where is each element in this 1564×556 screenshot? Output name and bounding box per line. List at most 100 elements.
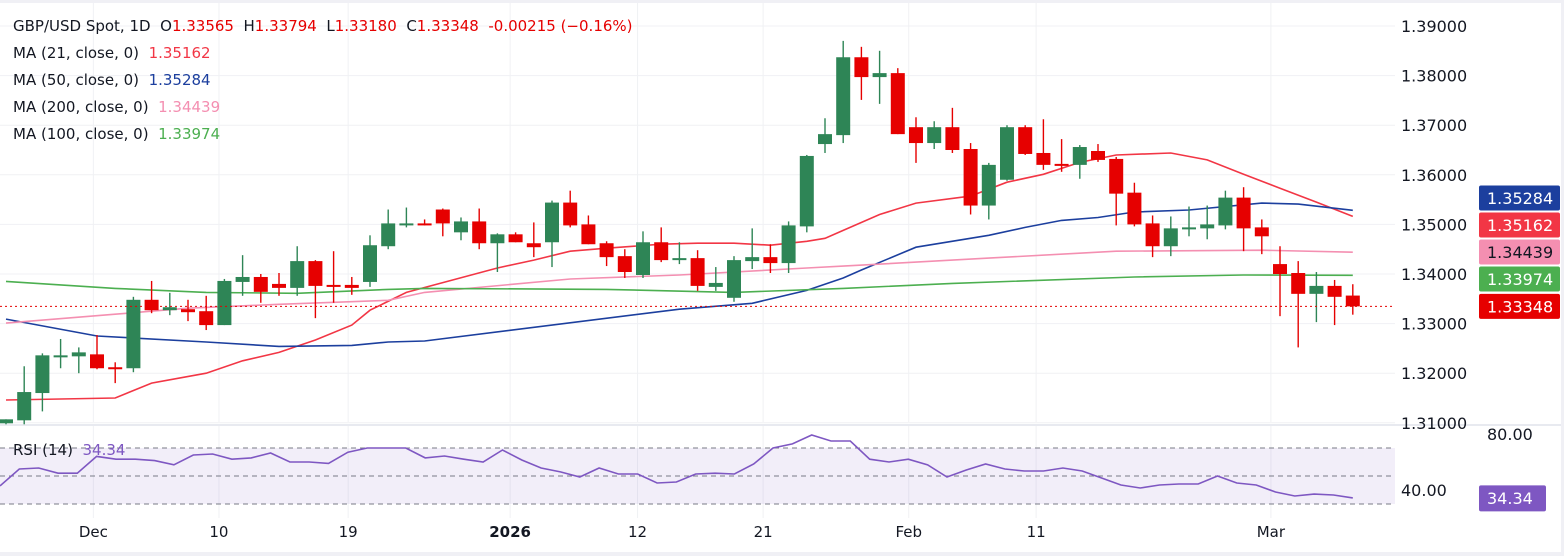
candle xyxy=(963,143,978,215)
candle-body xyxy=(290,261,305,288)
ma100-label: MA (100, close, 0) xyxy=(13,125,149,143)
candle xyxy=(872,50,887,104)
high-label: H xyxy=(243,17,255,35)
ma100-value: 1.33974 xyxy=(158,125,221,143)
candle xyxy=(1000,125,1014,181)
date-tick-label: 11 xyxy=(1027,523,1046,541)
candle xyxy=(308,260,323,319)
candles xyxy=(0,40,1395,425)
candle-body xyxy=(126,299,141,369)
price-badge-label: 1.34439 xyxy=(1487,243,1553,262)
candle xyxy=(417,219,432,226)
ma50-label: MA (50, close, 0) xyxy=(13,71,140,89)
candle xyxy=(945,107,960,153)
candle-body xyxy=(1109,158,1124,194)
candle xyxy=(617,249,632,278)
ma21-label: MA (21, close, 0) xyxy=(13,44,140,62)
candle-body xyxy=(617,256,632,273)
candle-body xyxy=(1236,197,1251,229)
candle-body xyxy=(836,57,851,136)
price-badge-label: 1.35284 xyxy=(1487,189,1553,208)
price-badge: 1.33974 xyxy=(1479,266,1560,292)
candle xyxy=(181,299,195,322)
date-tick-label: 19 xyxy=(339,523,358,541)
rsi-badge-bg xyxy=(1479,485,1546,512)
price-chart[interactable]: 1.39000 1.38000 1.37000 1.36000 1.35000 1.340… xyxy=(0,3,1561,552)
candle-body xyxy=(17,392,32,421)
close-value: 1.33348 xyxy=(416,17,479,35)
ma50-value: 1.35284 xyxy=(148,71,211,89)
candle-body xyxy=(217,280,232,326)
candle xyxy=(217,278,232,326)
candle-body xyxy=(490,234,505,244)
candle xyxy=(927,121,942,150)
candle-body xyxy=(526,243,541,248)
price-badge-label: 1.33348 xyxy=(1487,297,1553,316)
price-badge: 1.34439 xyxy=(1479,239,1560,265)
candle-body xyxy=(672,258,687,261)
candle-body xyxy=(1091,150,1105,160)
candle-body xyxy=(1072,147,1087,165)
candle xyxy=(636,231,650,278)
candle-body xyxy=(545,202,559,243)
candle-body xyxy=(1200,224,1215,229)
ma-line-1 xyxy=(5,202,1353,348)
ma200-label: MA (200, close, 0) xyxy=(13,98,149,116)
candle xyxy=(272,273,286,296)
ma21-legend[interactable]: MA (21, close, 0) 1.35162 xyxy=(13,44,211,62)
date-tick-label: Mar xyxy=(1257,523,1286,541)
candle-body xyxy=(1127,192,1142,225)
candle xyxy=(454,217,468,241)
candle-body xyxy=(1309,285,1324,294)
ma50-legend[interactable]: MA (50, close, 0) 1.35284 xyxy=(13,71,211,89)
grid xyxy=(0,3,1561,518)
candle xyxy=(472,208,487,250)
chart-container: 1.39000 1.38000 1.37000 1.36000 1.35000 1.340… xyxy=(0,3,1561,552)
ma200-legend[interactable]: MA (200, close, 0) 1.34439 xyxy=(13,98,220,116)
candle xyxy=(126,296,141,373)
candle xyxy=(1036,119,1051,170)
rsi-legend[interactable]: RSI (14) 34.34 xyxy=(13,441,125,459)
candle-body xyxy=(872,73,887,78)
candle-body xyxy=(308,261,323,286)
candle-body xyxy=(272,283,286,288)
candle xyxy=(799,154,814,233)
low-value: 1.33180 xyxy=(334,17,397,35)
candle-body xyxy=(381,223,396,247)
candle-body xyxy=(945,127,960,150)
candle xyxy=(35,353,50,412)
candle xyxy=(199,295,214,331)
candle-body xyxy=(472,221,487,244)
candle xyxy=(1182,206,1196,237)
candle-body xyxy=(344,284,359,288)
candle-body xyxy=(963,149,978,206)
candle-body xyxy=(1182,227,1196,230)
candle xyxy=(1345,284,1360,315)
candle-body xyxy=(162,307,177,311)
price-badge-label: 1.33974 xyxy=(1487,270,1553,289)
candle xyxy=(1218,190,1233,230)
open-label: O xyxy=(160,17,172,35)
price-badge-bg xyxy=(1479,239,1560,265)
candle-body xyxy=(818,134,832,145)
date-tick-label: 12 xyxy=(628,523,647,541)
ma200-value: 1.34439 xyxy=(158,98,221,116)
price-badge: 1.35162 xyxy=(1479,212,1560,238)
price-tick-label: 1.33000 xyxy=(1401,315,1467,334)
candle xyxy=(672,242,687,265)
candle xyxy=(344,276,359,295)
candle xyxy=(654,227,669,263)
ma100-legend[interactable]: MA (100, close, 0) 1.33974 xyxy=(13,125,220,143)
candle xyxy=(144,280,159,314)
candle xyxy=(1200,205,1215,240)
price-tick-label: 1.37000 xyxy=(1401,116,1467,135)
candle-body xyxy=(144,299,159,311)
candle xyxy=(399,207,414,228)
candle xyxy=(763,244,778,274)
candle-body xyxy=(890,73,905,135)
candle-body xyxy=(781,225,796,264)
price-badge-bg xyxy=(1479,185,1560,211)
candle-body xyxy=(326,284,341,287)
candle-body xyxy=(636,242,650,275)
candle xyxy=(1054,139,1069,172)
